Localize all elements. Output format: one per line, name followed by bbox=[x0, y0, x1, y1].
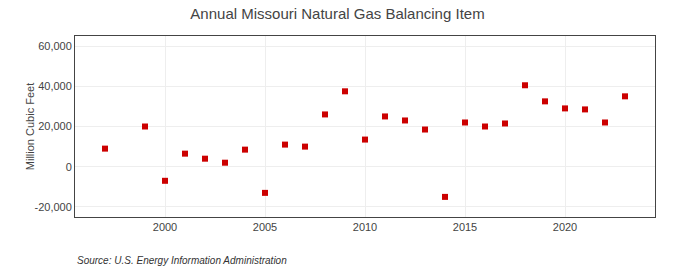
svg-text:2015: 2015 bbox=[453, 221, 477, 233]
svg-text:2010: 2010 bbox=[353, 221, 377, 233]
svg-text:-20,000: -20,000 bbox=[34, 201, 71, 213]
svg-text:2000: 2000 bbox=[153, 221, 177, 233]
svg-text:0: 0 bbox=[66, 161, 72, 173]
svg-text:60,000: 60,000 bbox=[38, 40, 72, 52]
svg-text:Source: U.S. Energy Informatio: Source: U.S. Energy Information Administ… bbox=[77, 255, 287, 266]
svg-text:Million Cubic Feet: Million Cubic Feet bbox=[24, 83, 36, 170]
svg-text:2020: 2020 bbox=[553, 221, 577, 233]
svg-text:Annual Missouri Natural Gas Ba: Annual Missouri Natural Gas Balancing It… bbox=[190, 5, 484, 22]
svg-text:20,000: 20,000 bbox=[38, 120, 72, 132]
svg-text:2005: 2005 bbox=[253, 221, 277, 233]
svg-text:40,000: 40,000 bbox=[38, 80, 72, 92]
